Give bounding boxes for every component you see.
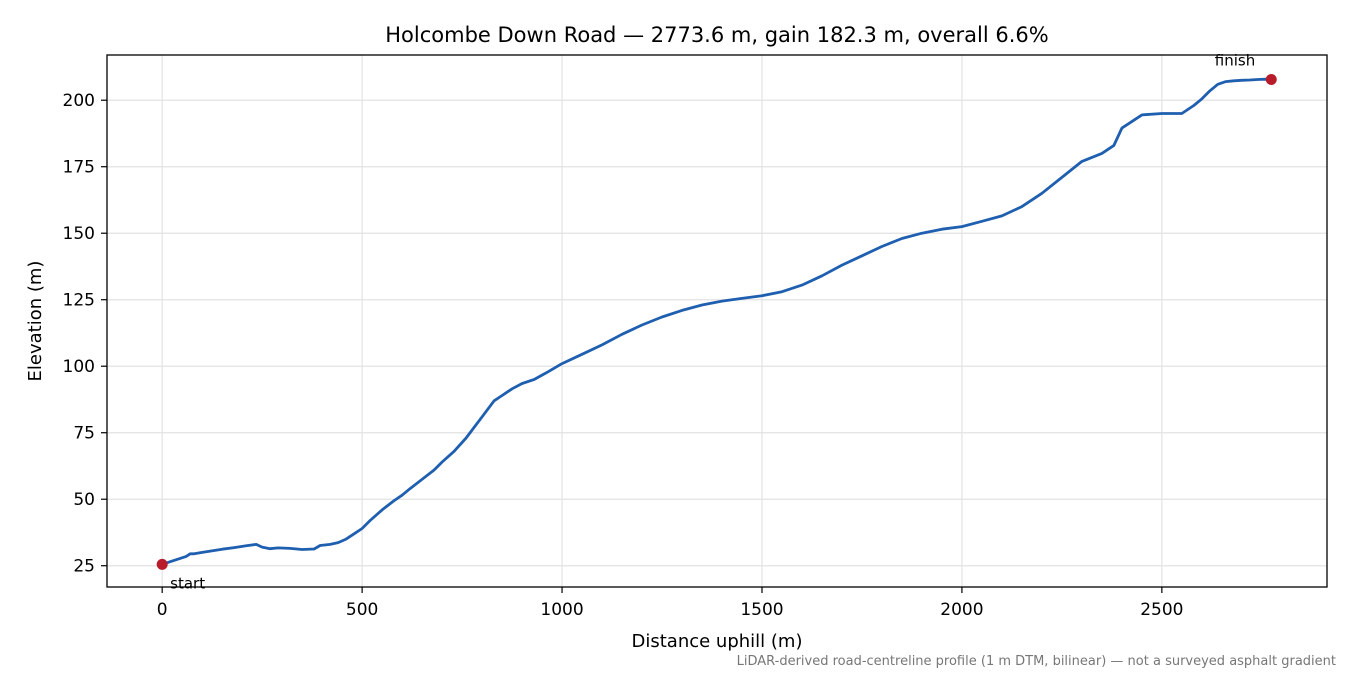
footnote: LiDAR-derived road-centreline profile (1… <box>737 654 1336 669</box>
series-layer <box>161 77 1272 566</box>
y-tick-label: 150 <box>63 224 95 244</box>
y-axis-title: Elevation (m) <box>25 261 46 382</box>
y-tick-label: 125 <box>63 291 95 311</box>
x-tick-label: 1500 <box>740 600 783 620</box>
x-tick-label: 500 <box>346 600 378 620</box>
start-label: start <box>170 574 205 592</box>
y-tick-label: 25 <box>73 557 95 577</box>
x-tick-label: 2000 <box>940 600 983 620</box>
y-tick-label: 175 <box>63 158 95 178</box>
finish-marker <box>1265 73 1277 85</box>
y-tick-label: 100 <box>63 357 95 377</box>
x-tick-label: 1000 <box>540 600 583 620</box>
grid <box>107 55 1327 587</box>
x-axis-title: Distance uphill (m) <box>632 631 803 652</box>
marker-layer: start finish <box>156 51 1277 592</box>
y-tick-label: 50 <box>73 490 95 510</box>
y-tick-label: 200 <box>63 91 95 111</box>
chart-title: Holcombe Down Road — 2773.6 m, gain 182.… <box>385 23 1048 47</box>
plot-frame <box>106 54 1328 588</box>
finish-label: finish <box>1215 51 1255 69</box>
x-tick-label: 0 <box>157 600 168 620</box>
axis-ticks: 0 500 1000 1500 2000 2500 25 50 75 100 125 150 175 20… <box>63 91 1184 620</box>
start-marker <box>156 558 168 570</box>
y-tick-label: 75 <box>73 424 95 444</box>
elevation-line <box>161 77 1272 566</box>
x-tick-label: 2500 <box>1140 600 1183 620</box>
